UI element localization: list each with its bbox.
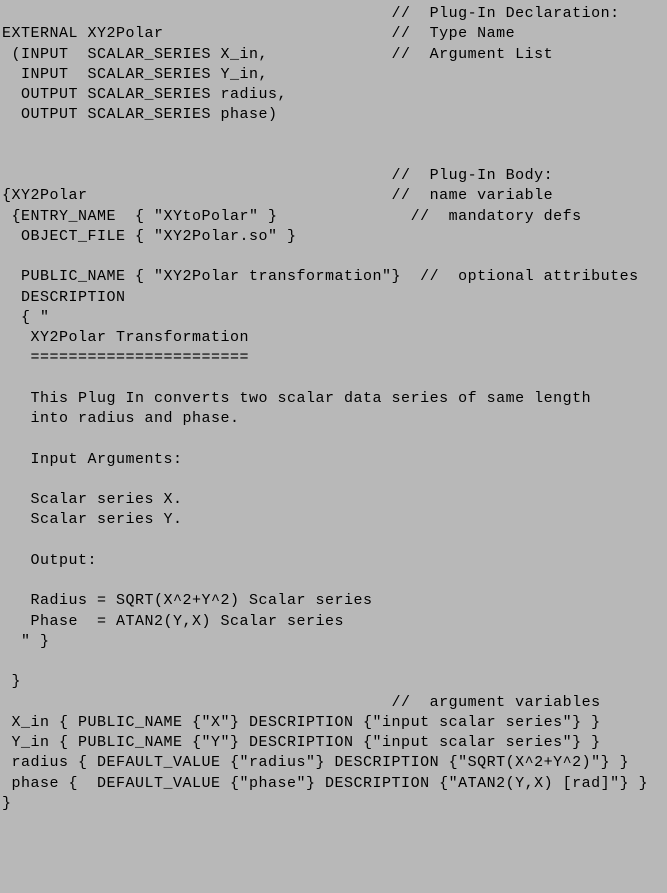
code-content: // Plug-In Declaration: EXTERNAL XY2Pola… [0,0,667,818]
code-block: // Plug-In Declaration: EXTERNAL XY2Pola… [0,0,667,893]
